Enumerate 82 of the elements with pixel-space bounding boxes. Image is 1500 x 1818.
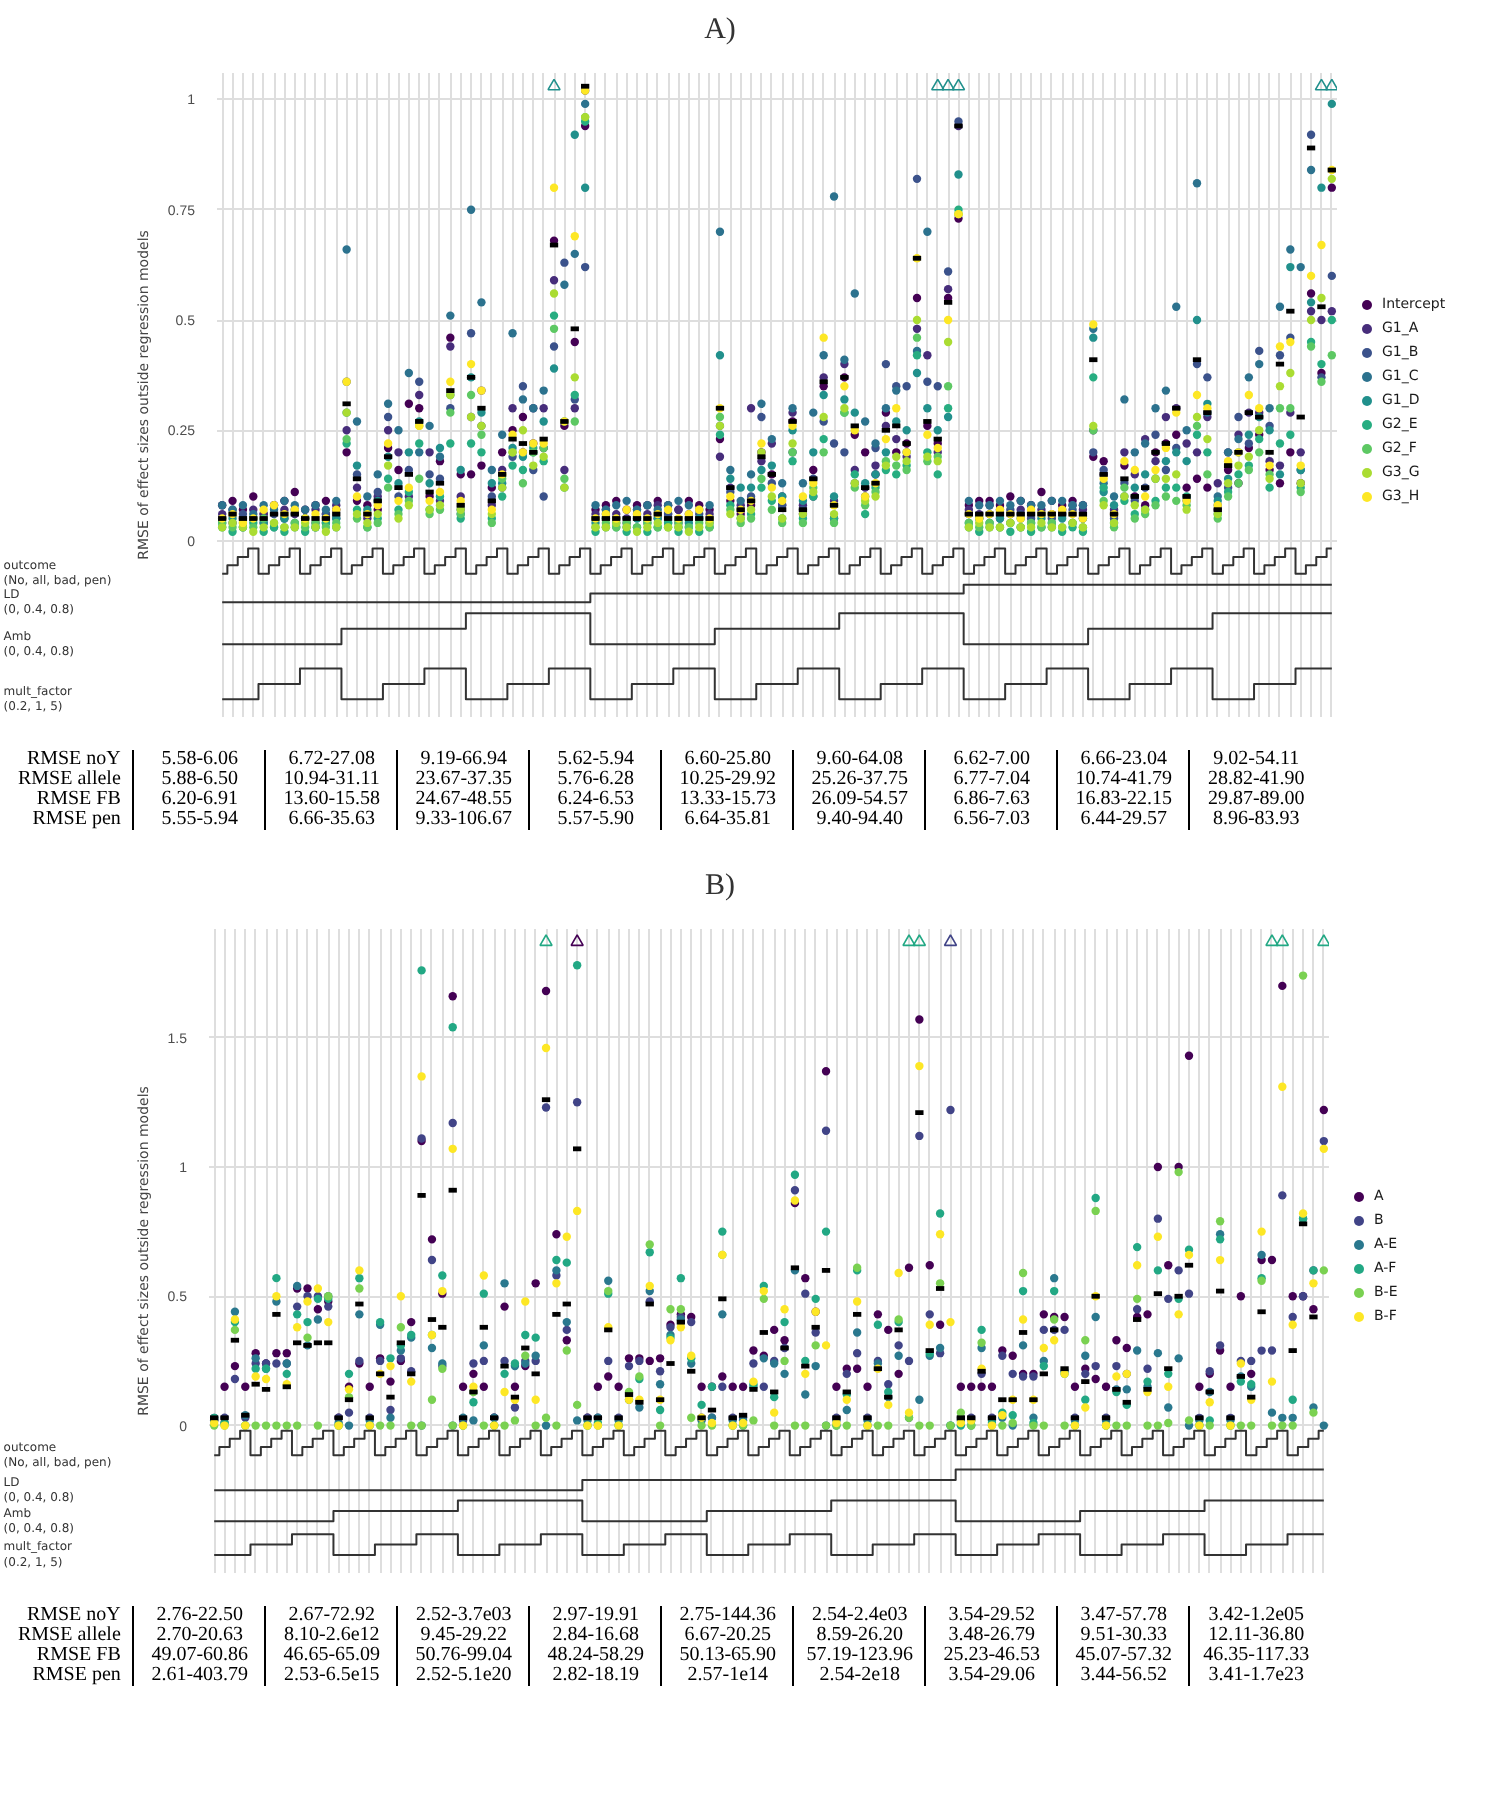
- text: 6.67-20.25: [661, 1624, 794, 1646]
- text: 2.52-5.1e20: [397, 1664, 530, 1686]
- text: 46.35-117.33: [1189, 1644, 1322, 1666]
- text: 13.33-15.73: [661, 788, 794, 810]
- text: 2.97-19.91: [529, 1604, 662, 1626]
- text: 3.54-29.52: [925, 1604, 1058, 1626]
- text: 10.94-31.11: [265, 768, 398, 790]
- text: 2.54-2.4e03: [793, 1604, 926, 1626]
- text: 6.44-29.57: [1057, 808, 1190, 830]
- text: RMSE pen: [30, 1664, 123, 1686]
- text: 16.83-22.15: [1057, 788, 1190, 810]
- text: 50.13-65.90: [661, 1644, 794, 1666]
- text: 28.82-41.90: [1189, 768, 1322, 790]
- text: 5.88-6.50: [133, 768, 266, 790]
- text: 2.57-1e14: [661, 1664, 794, 1686]
- text: 24.67-48.55: [397, 788, 530, 810]
- text: 49.07-60.86: [133, 1644, 266, 1666]
- text: 9.51-30.33: [1057, 1624, 1190, 1646]
- text: 2.61-403.79: [133, 1664, 266, 1686]
- text: 5.55-5.94: [133, 808, 266, 830]
- chart-title: B): [703, 868, 737, 906]
- text: RMSE noY: [24, 1604, 123, 1626]
- text: 9.60-64.08: [793, 748, 926, 770]
- text: 9.19-66.94: [397, 748, 530, 770]
- text: 2.82-18.19: [529, 1664, 662, 1686]
- text: 6.66-35.63: [265, 808, 398, 830]
- chart-title: A): [702, 12, 738, 50]
- text: 2.84-16.68: [529, 1624, 662, 1646]
- text: 6.66-23.04: [1057, 748, 1190, 770]
- text: 29.87-89.00: [1189, 788, 1322, 810]
- text: 2.53-6.5e15: [265, 1664, 398, 1686]
- text: 26.09-54.57: [793, 788, 926, 810]
- text: 2.76-22.50: [133, 1604, 266, 1626]
- text: 12.11-36.80: [1189, 1624, 1322, 1646]
- text: 23.67-37.35: [397, 768, 530, 790]
- text: 45.07-57.32: [1057, 1644, 1190, 1666]
- text: 10.25-29.92: [661, 768, 794, 790]
- text: 3.41-1.7e23: [1189, 1664, 1322, 1686]
- text: 6.64-35.81: [661, 808, 794, 830]
- text: 6.60-25.80: [661, 748, 794, 770]
- text: 8.96-83.93: [1189, 808, 1322, 830]
- text: 6.56-7.03: [925, 808, 1058, 830]
- text: RMSE FB: [34, 1644, 123, 1666]
- text: 2.54-2e18: [793, 1664, 926, 1686]
- text: 9.33-106.67: [397, 808, 530, 830]
- text: 3.48-26.79: [925, 1624, 1058, 1646]
- text: RMSE pen: [30, 808, 123, 830]
- text: 6.86-7.63: [925, 788, 1058, 810]
- text: 3.47-57.78: [1057, 1604, 1190, 1626]
- text: 13.60-15.58: [265, 788, 398, 810]
- text: 8.59-26.20: [793, 1624, 926, 1646]
- text: 6.72-27.08: [265, 748, 398, 770]
- text: 6.24-6.53: [529, 788, 662, 810]
- text: 48.24-58.29: [529, 1644, 662, 1666]
- text: 2.70-20.63: [133, 1624, 266, 1646]
- text: 9.40-94.40: [793, 808, 926, 830]
- text: 10.74-41.79: [1057, 768, 1190, 790]
- text: 25.26-37.75: [793, 768, 926, 790]
- text: 2.67-72.92: [265, 1604, 398, 1626]
- text: RMSE allele: [18, 768, 123, 790]
- text: 5.76-6.28: [529, 768, 662, 790]
- text: RMSE allele: [18, 1624, 123, 1646]
- text: 57.19-123.96: [793, 1644, 926, 1666]
- text: 9.45-29.22: [397, 1624, 530, 1646]
- text: 2.52-3.7e03: [397, 1604, 530, 1626]
- text: 9.02-54.11: [1189, 748, 1322, 770]
- text: 25.23-46.53: [925, 1644, 1058, 1666]
- text: 50.76-99.04: [397, 1644, 530, 1666]
- text: 6.62-7.00: [925, 748, 1058, 770]
- text: 5.58-6.06: [133, 748, 266, 770]
- text: 5.57-5.90: [529, 808, 662, 830]
- text: 3.54-29.06: [925, 1664, 1058, 1686]
- text: 6.77-7.04: [925, 768, 1058, 790]
- text: 8.10-2.6e12: [265, 1624, 398, 1646]
- text: 3.42-1.2e05: [1189, 1604, 1322, 1626]
- text: RMSE noY: [24, 748, 123, 770]
- text: 46.65-65.09: [265, 1644, 398, 1666]
- text: 5.62-5.94: [529, 748, 662, 770]
- text: 6.20-6.91: [133, 788, 266, 810]
- text: 2.75-144.36: [661, 1604, 794, 1626]
- text: RMSE FB: [34, 788, 123, 810]
- text: 3.44-56.52: [1057, 1664, 1190, 1686]
